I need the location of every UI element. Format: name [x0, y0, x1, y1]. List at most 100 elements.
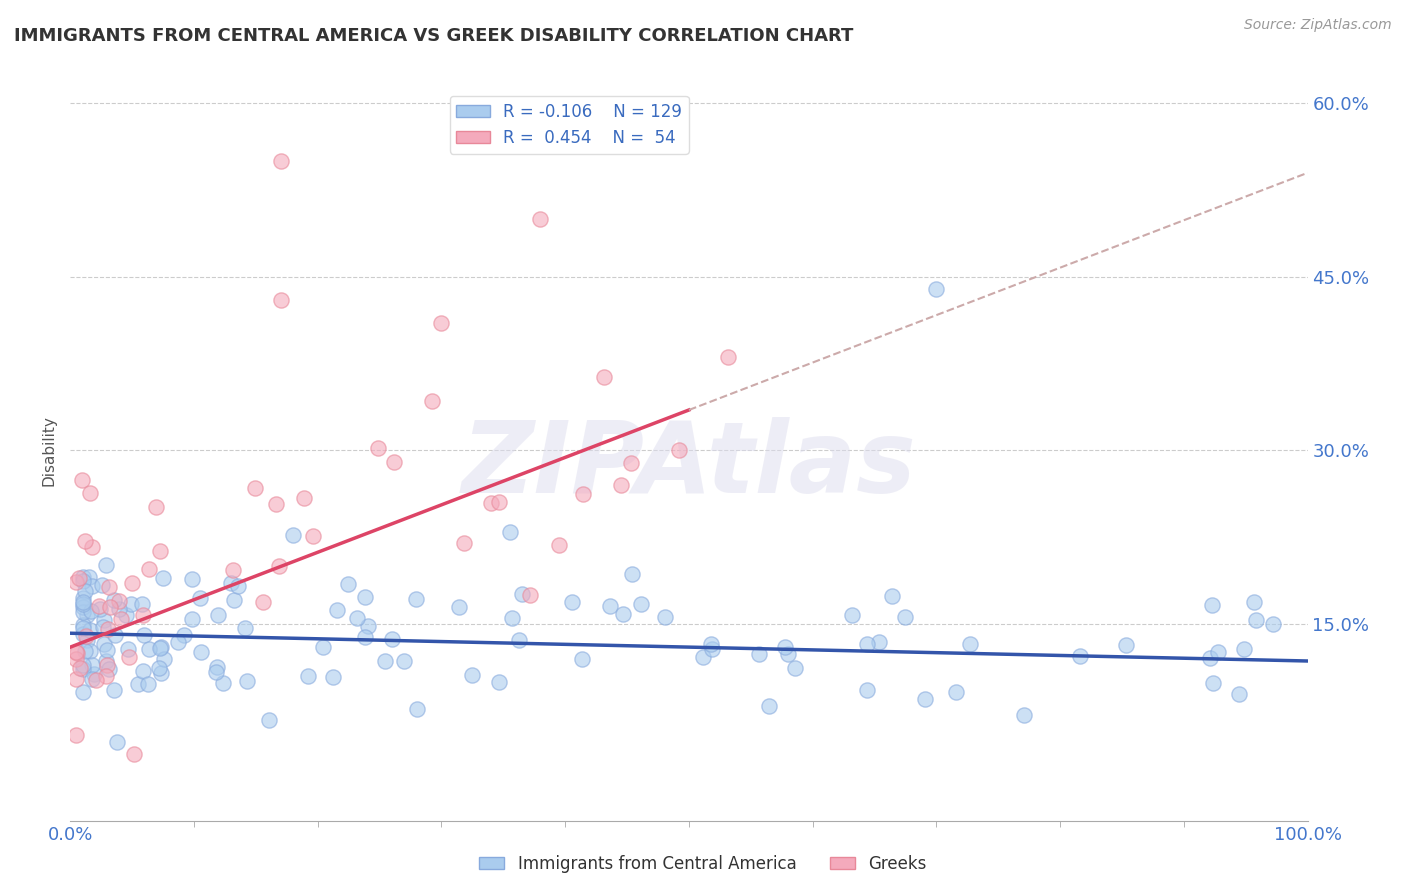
Point: [488, 494, 510, 508]
Point: [236, 673, 259, 688]
Point: [717, 350, 740, 364]
Point: [136, 677, 159, 691]
Point: [620, 456, 643, 470]
Point: [547, 538, 569, 552]
Point: [117, 642, 139, 657]
Point: [96, 669, 118, 683]
Point: [571, 651, 593, 665]
Point: [914, 692, 936, 706]
Point: [322, 670, 344, 684]
Point: [702, 642, 724, 657]
Point: [152, 571, 174, 585]
Point: [79, 486, 101, 500]
Point: [138, 562, 160, 576]
Point: [654, 609, 676, 624]
Point: [132, 664, 155, 678]
Point: [453, 536, 475, 550]
Point: [259, 713, 281, 727]
Legend: R = -0.106    N = 129, R =  0.454    N =  54: R = -0.106 N = 129, R = 0.454 N = 54: [450, 96, 689, 153]
Point: [96, 558, 118, 572]
Point: [357, 619, 380, 633]
Point: [67, 571, 90, 585]
Point: [599, 599, 621, 613]
Point: [346, 611, 368, 625]
Point: [190, 645, 212, 659]
Point: [132, 608, 155, 623]
Point: [79, 623, 101, 637]
Point: [90, 577, 112, 591]
Point: [65, 652, 87, 666]
Point: [479, 495, 502, 509]
Point: [1069, 648, 1091, 663]
Point: [145, 500, 167, 515]
Point: [180, 612, 202, 626]
Point: [311, 640, 333, 655]
Point: [405, 591, 427, 606]
Point: [83, 667, 105, 681]
Point: [612, 607, 634, 622]
Point: [89, 601, 111, 615]
Point: [104, 627, 127, 641]
Point: [354, 590, 377, 604]
Point: [149, 640, 172, 654]
Point: [82, 540, 104, 554]
Point: [91, 620, 114, 634]
Point: [87, 599, 110, 613]
Point: [205, 665, 228, 679]
Point: [166, 635, 188, 649]
Point: [353, 630, 375, 644]
Text: IMMIGRANTS FROM CENTRAL AMERICA VS GREEK DISABILITY CORRELATION CHART: IMMIGRANTS FROM CENTRAL AMERICA VS GREEK…: [14, 27, 853, 45]
Point: [593, 369, 616, 384]
Point: [1233, 642, 1256, 657]
Point: [82, 658, 104, 673]
Point: [76, 633, 98, 648]
Point: [211, 676, 233, 690]
Point: [692, 650, 714, 665]
Point: [72, 595, 94, 609]
Point: [72, 617, 94, 632]
Point: [512, 587, 534, 601]
Point: [488, 674, 510, 689]
Point: [96, 642, 118, 657]
Point: [153, 651, 176, 665]
Point: [98, 662, 121, 676]
Point: [297, 668, 319, 682]
Point: [384, 455, 406, 469]
Point: [98, 599, 121, 614]
Point: [79, 604, 101, 618]
Y-axis label: Disability: Disability: [41, 415, 56, 486]
Point: [778, 648, 800, 662]
Point: [96, 658, 118, 673]
Point: [945, 685, 967, 699]
Point: [243, 481, 266, 495]
Point: [75, 629, 97, 643]
Point: [72, 685, 94, 699]
Point: [1261, 616, 1284, 631]
Point: [82, 673, 104, 687]
Point: [1115, 638, 1137, 652]
Point: [132, 628, 155, 642]
Point: [121, 576, 143, 591]
Point: [219, 576, 242, 591]
Point: [80, 578, 103, 592]
Point: [959, 637, 981, 651]
Point: [77, 570, 100, 584]
Point: [270, 293, 292, 307]
Point: [367, 442, 389, 456]
Point: [264, 497, 287, 511]
Point: [72, 621, 94, 635]
Point: [150, 666, 173, 681]
Point: [925, 281, 948, 295]
Point: [69, 661, 91, 675]
Point: [124, 747, 146, 762]
Point: [841, 608, 863, 623]
Point: [72, 591, 94, 606]
Point: [72, 473, 94, 487]
Point: [855, 683, 877, 698]
Point: [72, 627, 94, 641]
Point: [392, 654, 415, 668]
Point: [173, 628, 195, 642]
Point: [226, 579, 249, 593]
Point: [97, 581, 120, 595]
Point: [449, 599, 471, 614]
